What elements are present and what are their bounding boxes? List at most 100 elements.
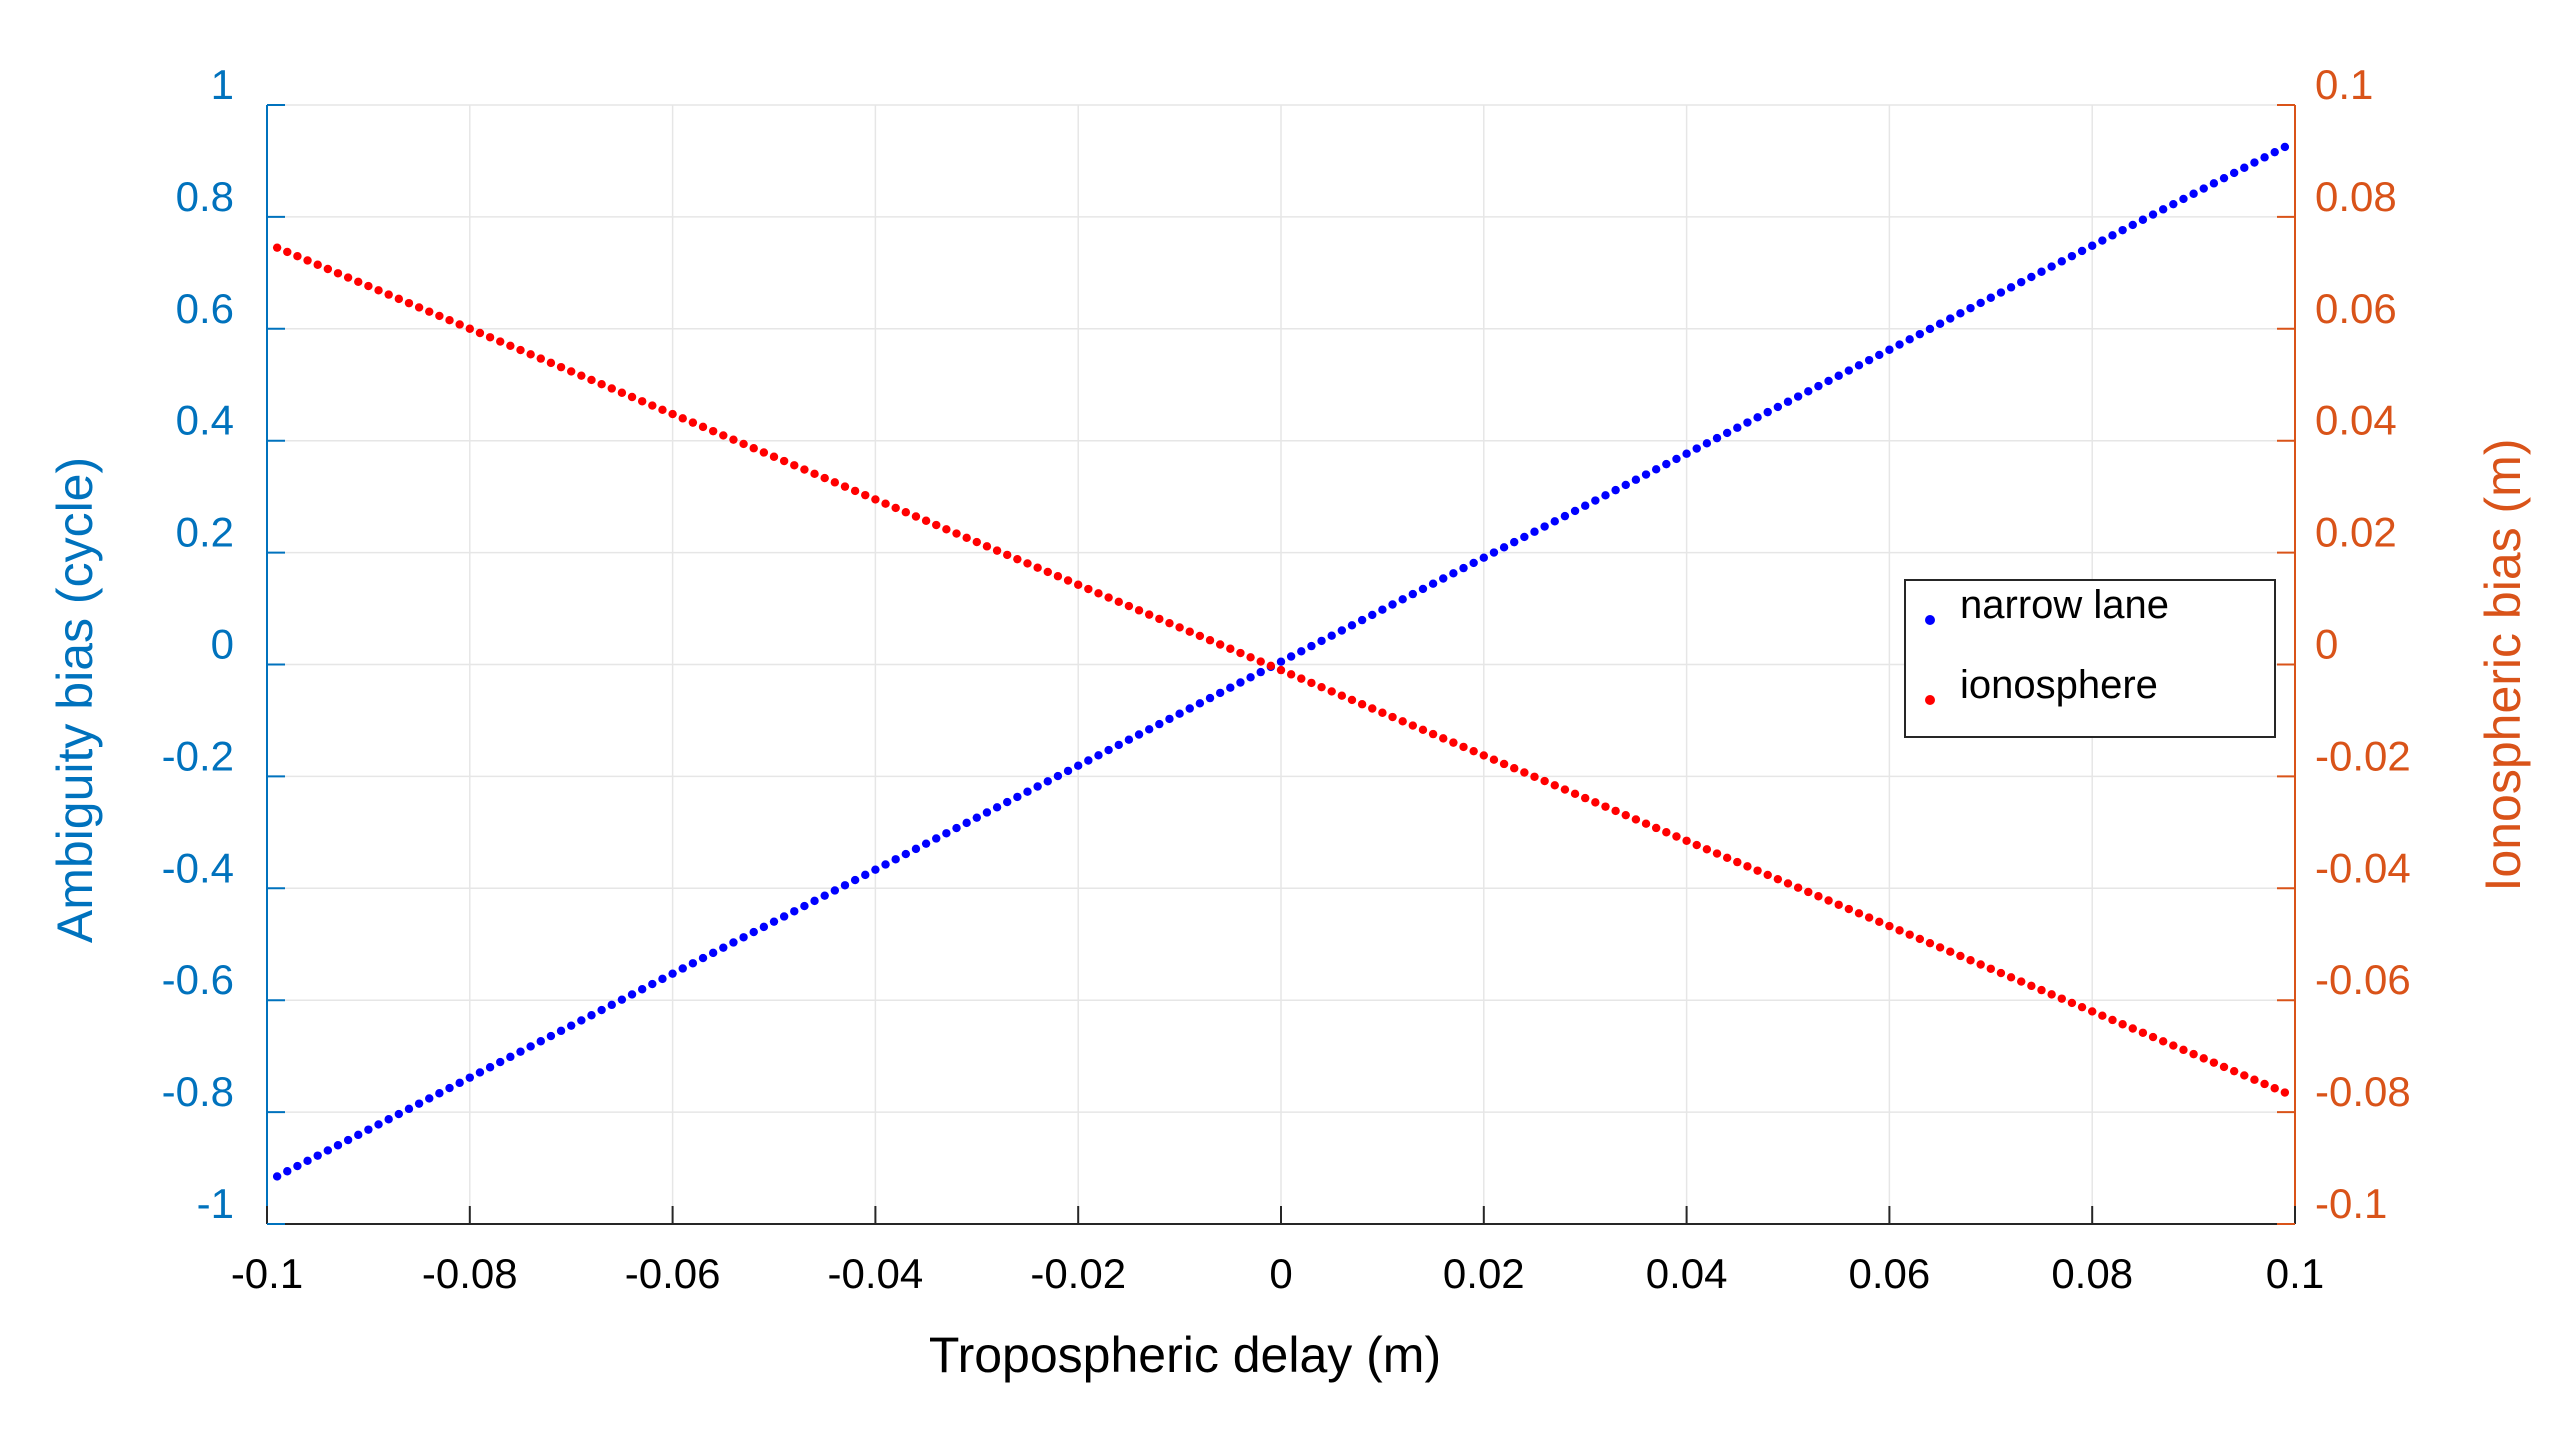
data-point [1773, 874, 1783, 884]
data-point [1682, 836, 1691, 845]
data-point [840, 482, 850, 491]
data-point [2148, 210, 2158, 219]
data-point [627, 990, 637, 999]
y-left-tick-label: 0.8 [176, 173, 234, 220]
data-point [719, 431, 728, 440]
data-point [1520, 768, 1529, 777]
y-left-tick-label: -0.6 [162, 956, 234, 1003]
data-point [445, 1083, 454, 1093]
data-point [485, 1063, 495, 1072]
data-point [293, 1161, 302, 1171]
data-point [1550, 781, 1559, 790]
data-point [2229, 168, 2239, 178]
data-point [2017, 277, 2026, 287]
y-left-tick-label: 0.6 [176, 285, 234, 332]
y-right-tick-label: -0.02 [2315, 732, 2411, 779]
data-point [1084, 584, 1093, 594]
data-point [1317, 636, 1326, 646]
data-point [759, 922, 769, 932]
data-point [1155, 614, 1164, 624]
data-point [779, 456, 789, 466]
data-point [1165, 618, 1174, 628]
data-point [2118, 1020, 2127, 1029]
y-right-tick-label: -0.04 [2315, 844, 2411, 891]
data-point [587, 375, 596, 385]
data-point [698, 953, 708, 963]
y-right-tick-label: -0.08 [2315, 1068, 2411, 1115]
data-point [810, 896, 819, 906]
data-point [364, 1125, 373, 1134]
data-point [1591, 496, 1600, 505]
data-point [1479, 553, 1489, 562]
data-point [1783, 397, 1793, 406]
data-point [2209, 1058, 2219, 1067]
data-point [1043, 777, 1052, 786]
data-point [536, 354, 545, 363]
data-point [1307, 641, 1316, 651]
data-point [1733, 423, 1742, 432]
data-point [1134, 606, 1144, 615]
data-point [496, 337, 505, 346]
data-point [1773, 402, 1783, 412]
data-point [1641, 819, 1651, 828]
data-point [546, 1031, 556, 1041]
data-point [2118, 225, 2127, 235]
data-point [1824, 376, 1833, 386]
data-point [1844, 904, 1854, 914]
data-point [1388, 712, 1397, 722]
data-point [1185, 704, 1194, 713]
data-point [2047, 262, 2056, 271]
data-point [556, 1026, 566, 1036]
y-left-tick-label: -0.4 [162, 844, 234, 891]
data-point [1885, 921, 1894, 931]
data-point [871, 495, 880, 504]
data-point [1084, 756, 1093, 765]
data-point [2189, 1049, 2198, 1059]
legend: narrow lane ionosphere [1904, 579, 2276, 738]
data-point [506, 1052, 515, 1062]
data-point [1286, 670, 1296, 679]
data-point [962, 533, 971, 543]
data-point [1205, 636, 1215, 645]
y-left-tick-label: 0.2 [176, 509, 234, 556]
data-point [333, 1141, 343, 1150]
data-point [1479, 751, 1489, 760]
data-point [648, 979, 657, 989]
data-point [1368, 610, 1377, 620]
data-point [972, 537, 981, 547]
data-point [1702, 439, 1712, 448]
data-point [719, 943, 728, 952]
data-point [303, 256, 312, 265]
data-point [668, 409, 677, 419]
data-point [820, 473, 829, 483]
data-point [1276, 657, 1286, 666]
data-point [1560, 785, 1570, 794]
data-point [374, 286, 383, 295]
data-point [1804, 387, 1813, 396]
data-point [2250, 1075, 2259, 1084]
x-tick-label: 0 [1269, 1250, 1292, 1297]
data-point [435, 311, 444, 321]
data-point [1053, 771, 1063, 781]
data-point [1864, 355, 1874, 365]
data-point [2037, 985, 2046, 995]
data-point [982, 542, 992, 551]
data-point [1712, 849, 1722, 858]
data-point [1662, 828, 1671, 837]
data-point [567, 1021, 576, 1030]
data-point [1885, 345, 1894, 354]
data-point [1033, 563, 1042, 572]
data-point [1763, 870, 1772, 880]
data-point [303, 1156, 312, 1166]
data-point [1895, 340, 1904, 349]
data-point [688, 418, 698, 427]
data-point [1063, 576, 1073, 585]
data-point [1428, 579, 1438, 588]
data-point [637, 397, 647, 406]
data-point [1895, 926, 1904, 935]
data-point [1601, 491, 1610, 500]
data-point [1043, 567, 1052, 577]
data-point [2006, 283, 2016, 292]
data-point [871, 865, 880, 874]
data-point [952, 529, 961, 538]
